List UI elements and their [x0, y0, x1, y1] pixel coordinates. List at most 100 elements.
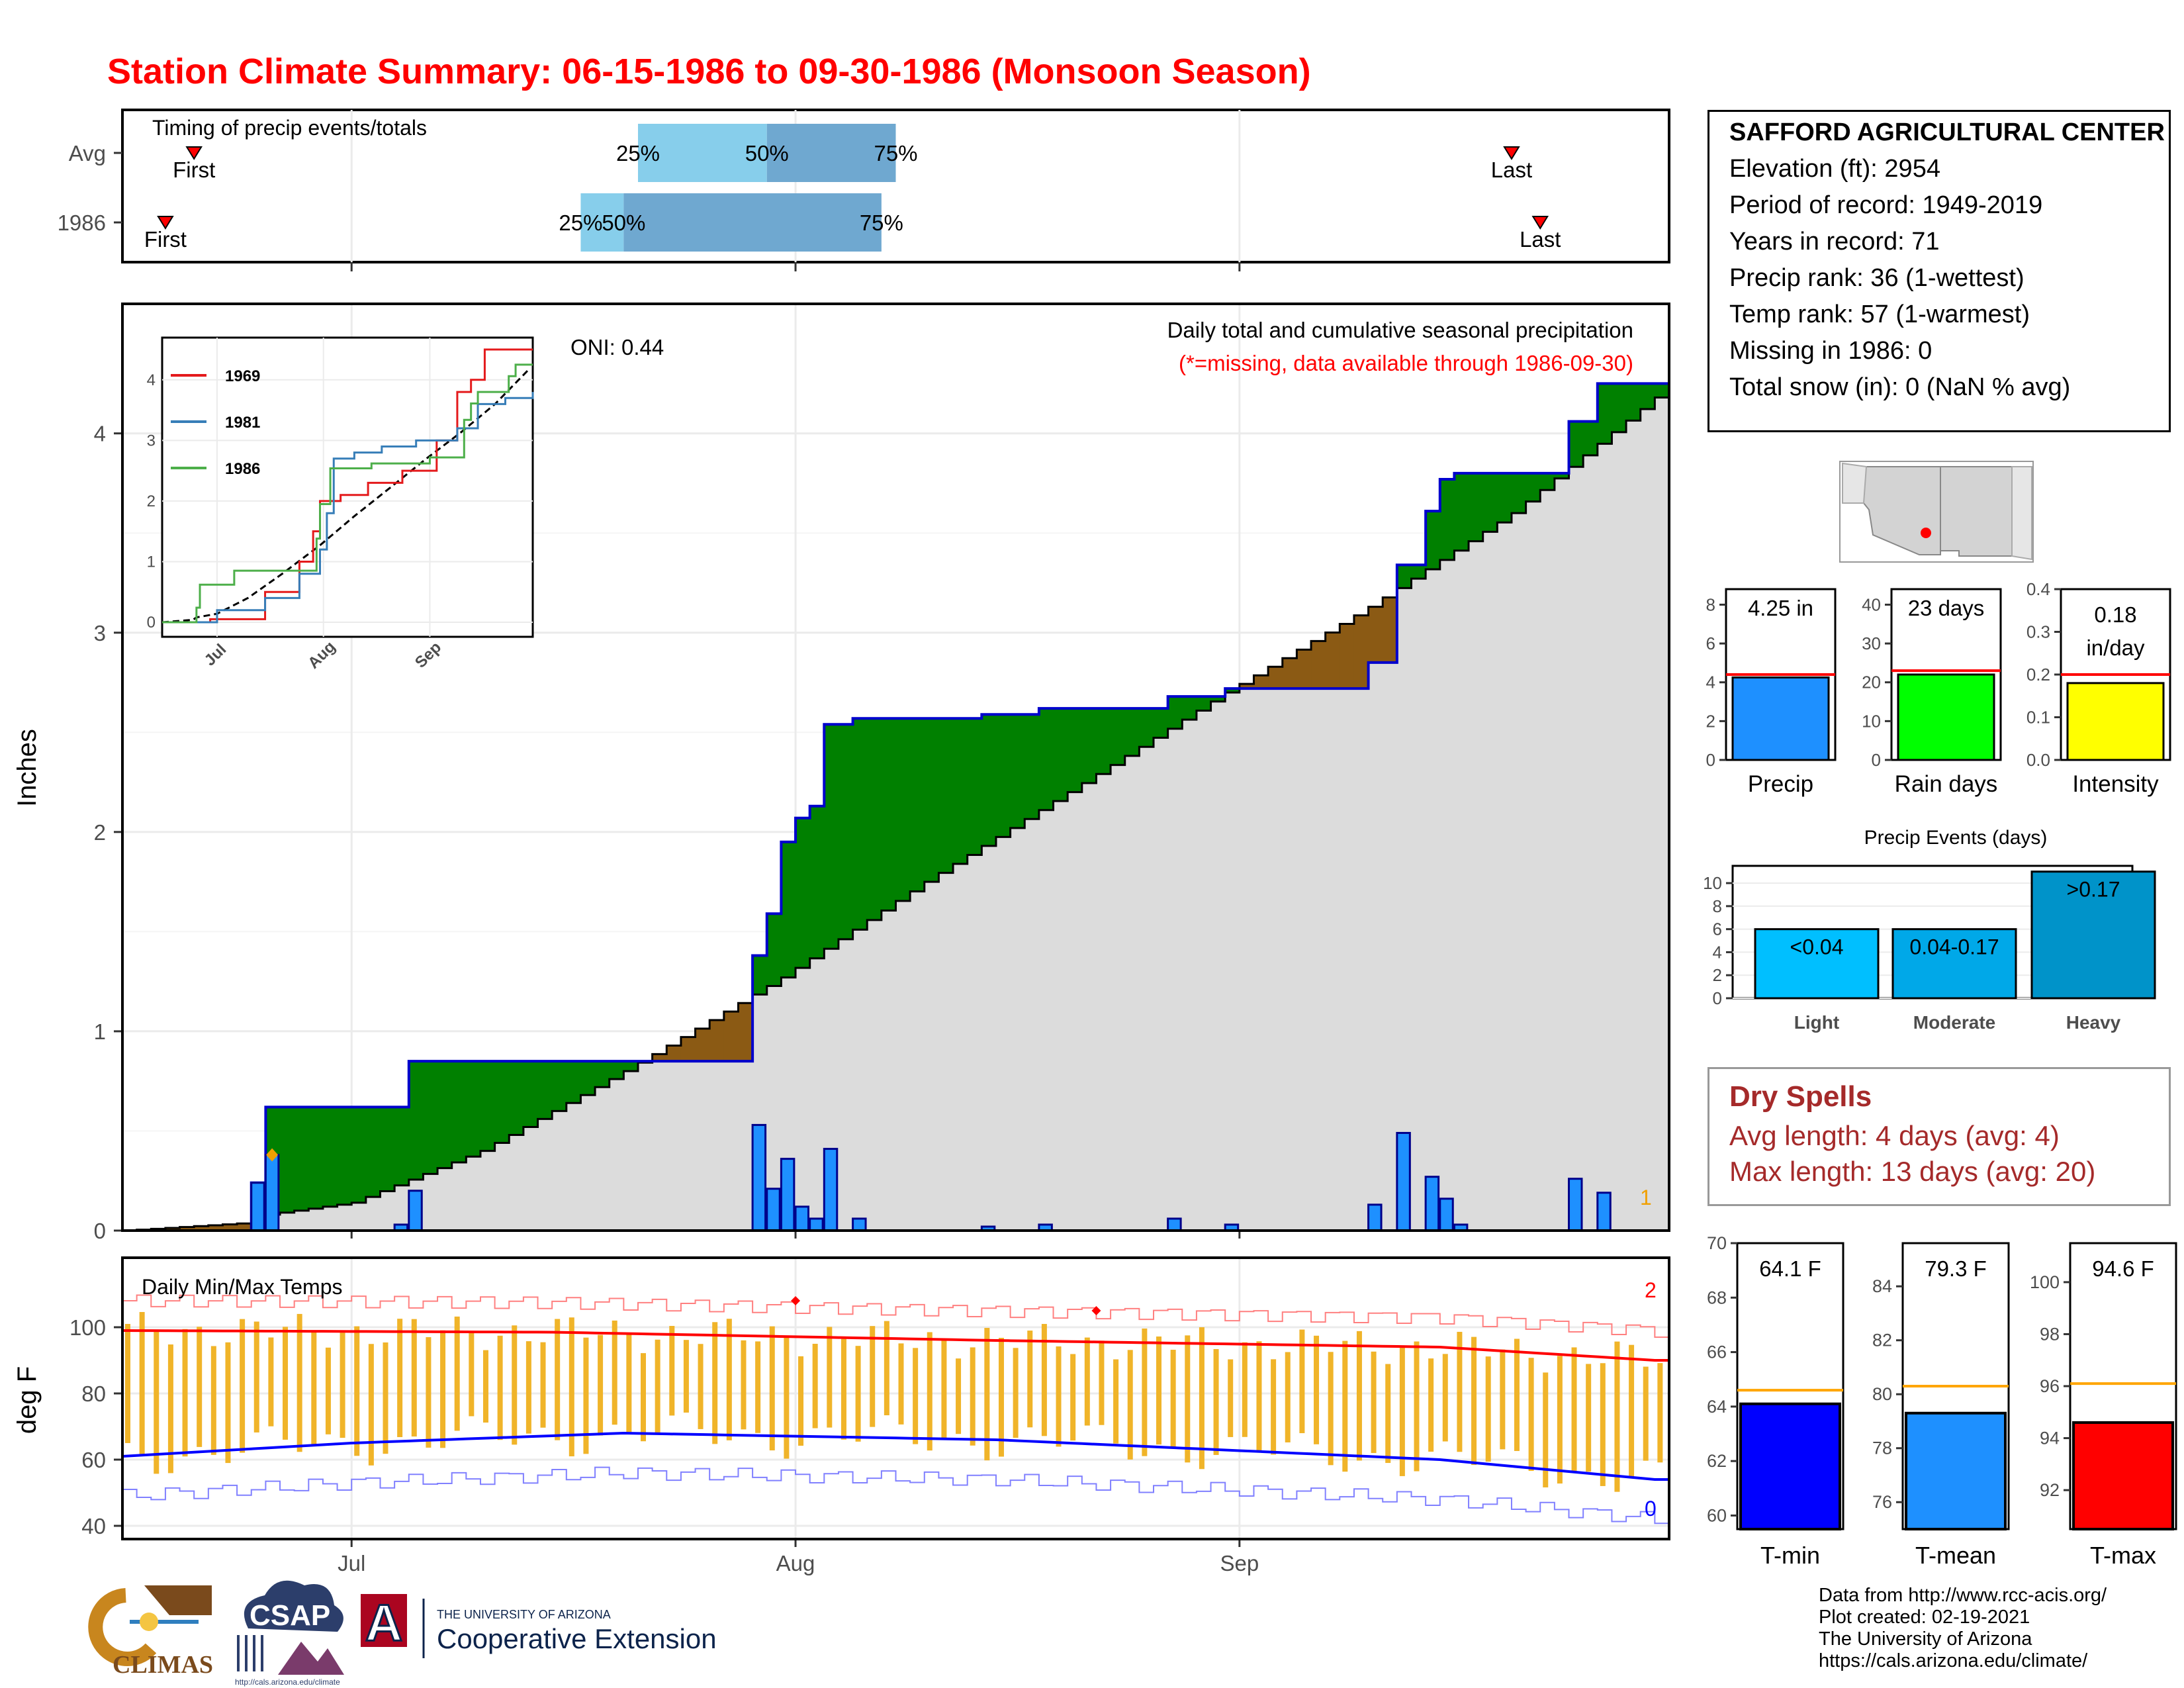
daily-temp-range	[1557, 1356, 1563, 1484]
temp-y-tick-label: 100	[69, 1315, 106, 1340]
season-bar-y-tick-label: 0	[1706, 750, 1715, 770]
temp-x-tick-label: Aug	[776, 1551, 815, 1575]
timing-label-75: 75%	[860, 211, 903, 235]
daily-temp-range	[1213, 1348, 1219, 1455]
timing-marker-first	[157, 216, 174, 230]
precip-y-tick-label: 2	[94, 820, 106, 845]
daily-temp-range	[956, 1358, 962, 1434]
temp-x-tick-label: Jul	[338, 1551, 365, 1575]
daily-temp-range	[812, 1344, 818, 1429]
temp-x-tick-label: Sep	[1220, 1551, 1259, 1575]
temp-bar-y-tick-label: 80	[1872, 1384, 1892, 1404]
events-y-tick-label: 6	[1713, 919, 1722, 939]
surplus-area	[1454, 473, 1469, 551]
surplus-area	[1139, 708, 1154, 747]
daily-temp-range	[755, 1341, 761, 1433]
temperature-panel-frame	[121, 1256, 1670, 1540]
timing-bar-50-75	[623, 193, 882, 252]
surplus-area	[796, 818, 811, 968]
daily-temp-range	[1271, 1359, 1277, 1455]
record-low-envelope	[122, 1466, 1669, 1524]
surplus-area	[1525, 473, 1541, 502]
temp-bar-y-tick-label: 94	[2040, 1429, 2060, 1448]
timing-panel-title: Timing of precip events/totals	[152, 116, 427, 140]
inset-y-tick-label: 1	[147, 553, 156, 571]
daily-temp-range	[1142, 1328, 1148, 1456]
daily-temp-range	[426, 1336, 432, 1448]
record-high-marker	[1091, 1306, 1101, 1315]
precip-y-tick-label: 4	[94, 422, 106, 446]
station-info-box: SAFFORD AGRICULTURAL CENTER Elevation (f…	[1707, 110, 2171, 432]
deficit-area	[165, 1227, 181, 1231]
daily-temp-range	[1471, 1336, 1477, 1466]
ua-logo-letter: A	[365, 1593, 402, 1652]
daily-temp-range	[283, 1327, 289, 1440]
daily-temp-range	[798, 1356, 804, 1446]
station-missing: Missing in 1986: 0	[1729, 337, 1933, 365]
daily-precip-bar	[780, 1158, 796, 1232]
daily-temp-range	[1586, 1364, 1592, 1472]
season-bar-value	[2066, 682, 2165, 761]
surplus-area	[781, 841, 796, 978]
season-bar-y-tick-label: 30	[1862, 633, 1881, 653]
daily-temp-range	[669, 1326, 675, 1416]
surplus-area	[1597, 383, 1613, 444]
surplus-area	[1024, 714, 1040, 820]
avg-tmin-line	[122, 1431, 1669, 1481]
inset-y-tick-label: 3	[147, 432, 156, 449]
events-y-tick-label: 4	[1713, 942, 1722, 962]
surplus-area	[1081, 708, 1097, 783]
record-high-envelope	[122, 1294, 1669, 1338]
surplus-area	[852, 718, 868, 930]
surplus-area	[1096, 708, 1111, 774]
deficit-area	[1239, 684, 1255, 689]
events-bar-label: >0.17	[2067, 878, 2120, 902]
daily-temp-range	[884, 1321, 889, 1416]
surplus-area	[537, 1061, 553, 1119]
daily-precip-bar	[1396, 1131, 1411, 1232]
surplus-area	[1154, 708, 1169, 738]
daily-temp-range	[970, 1347, 976, 1446]
surplus-area	[1225, 688, 1240, 693]
temp-bar-y-tick-label: 60	[1707, 1505, 1727, 1525]
temperature-y-axis-label: deg F	[13, 1366, 42, 1434]
temp-bar-y-tick-label: 76	[1872, 1492, 1892, 1512]
credit-university: The University of Arizona	[1819, 1628, 2032, 1650]
temp-bar-y-tick-label: 62	[1707, 1451, 1727, 1471]
daily-precip-bar	[766, 1188, 781, 1232]
avg-cumulative-area	[122, 397, 1669, 1231]
surplus-area	[494, 1061, 510, 1143]
daily-temp-range	[139, 1311, 145, 1456]
inset-legend-label-1981: 1981	[225, 414, 260, 432]
daily-temp-range	[870, 1326, 876, 1427]
daily-temp-range	[1228, 1359, 1234, 1437]
map-neighbor-east	[2011, 466, 2032, 561]
events-y-tick-label: 2	[1713, 965, 1722, 985]
daily-temp-range	[296, 1313, 302, 1452]
events-category-label: Moderate	[1913, 1012, 1995, 1033]
csap-logo: CSAP http://cals.arizona.edu/climate	[235, 1580, 344, 1687]
daily-temp-range	[1285, 1352, 1291, 1442]
daily-precip-bar	[852, 1217, 867, 1232]
dry-spells-avg: Avg length: 4 days (avg: 4)	[1729, 1120, 2060, 1151]
surplus-area	[609, 1061, 624, 1080]
daily-temp-range	[1514, 1338, 1520, 1451]
map-neighbor-west	[1842, 462, 1868, 504]
daily-precip-bar	[1367, 1203, 1383, 1232]
deficit-area	[723, 1011, 739, 1062]
daily-temp-range	[253, 1321, 259, 1432]
inset-y-tick-label: 2	[147, 492, 156, 510]
surplus-area	[1068, 708, 1083, 792]
daily-temp-range	[683, 1340, 689, 1413]
inset-legend-label-1986: 1986	[225, 460, 260, 478]
station-years: Years in record: 71	[1729, 228, 1940, 256]
dry-spells-title: Dry Spells	[1729, 1080, 1872, 1113]
station-location-dot	[1921, 528, 1931, 538]
precip-panel-subtitle: (*=missing, data available through 1986-…	[1179, 351, 1633, 375]
daily-temp-range	[1242, 1342, 1248, 1437]
timing-marker-last	[1531, 216, 1549, 230]
logos: CLIMAS CSAP http://cals.arizona.edu/clim…	[88, 1580, 717, 1687]
surplus-area	[1038, 708, 1054, 810]
surplus-area	[953, 718, 968, 865]
